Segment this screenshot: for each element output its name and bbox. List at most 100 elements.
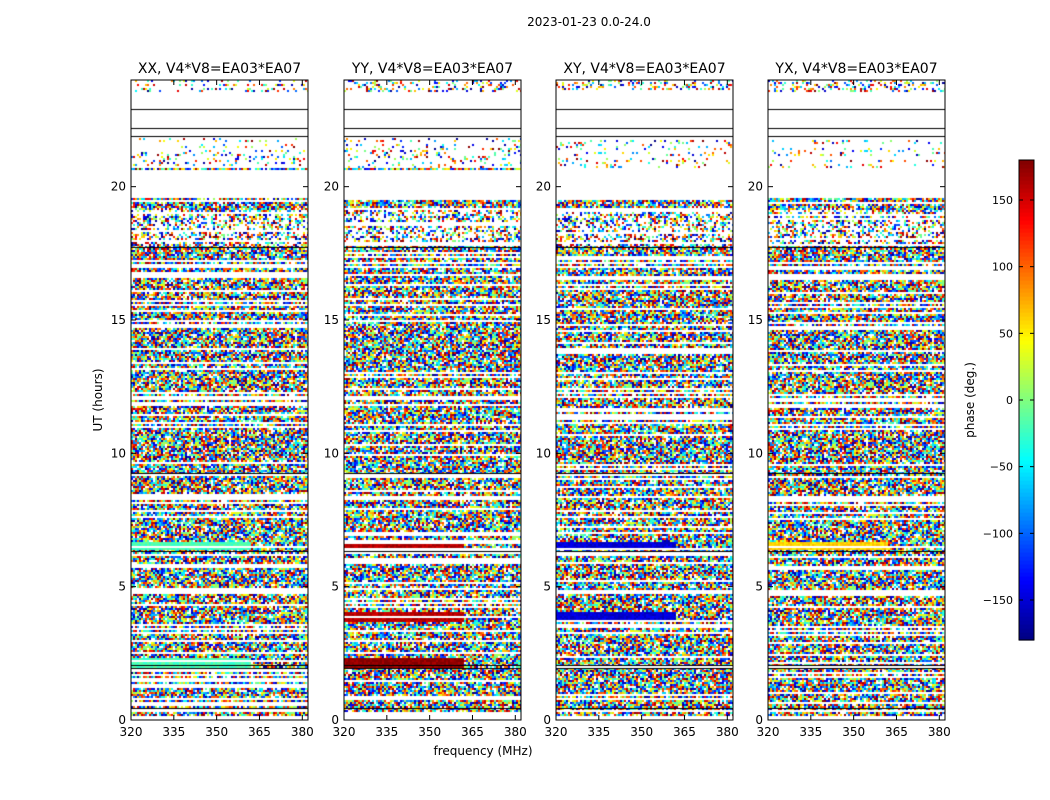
colorbar-segment xyxy=(1019,264,1034,269)
colorbar-segment xyxy=(1019,352,1034,357)
colorbar-segment xyxy=(1019,392,1034,397)
colorbar-segment xyxy=(1019,488,1034,493)
x-tick-label: 320 xyxy=(333,725,356,739)
colorbar-segment xyxy=(1019,508,1034,513)
colorbar-segment xyxy=(1019,540,1034,545)
colorbar-segment xyxy=(1019,516,1034,521)
heatmap-image xyxy=(344,80,521,720)
colorbar-segment xyxy=(1019,212,1034,217)
colorbar-segment xyxy=(1019,280,1034,285)
x-tick-label: 350 xyxy=(630,725,653,739)
colorbar-segment xyxy=(1019,460,1034,465)
panel-xx: XX, V4*V8=EA03*EA07 320 335 350 365 380 0 5 10 15… xyxy=(111,61,314,739)
axes-frame xyxy=(130,79,309,721)
y-tick-label: 20 xyxy=(111,180,126,194)
colorbar-segment xyxy=(1019,568,1034,573)
colorbar-segment xyxy=(1019,376,1034,381)
y-tick-label: 10 xyxy=(536,446,551,460)
colorbar-segment xyxy=(1019,616,1034,621)
colorbar-segment xyxy=(1019,236,1034,241)
colorbar-segment xyxy=(1019,620,1034,625)
x-tick-label: 350 xyxy=(205,725,228,739)
colorbar-segment xyxy=(1019,492,1034,497)
colorbar-segment xyxy=(1019,288,1034,293)
colorbar-segment xyxy=(1019,596,1034,601)
y-tick-label: 15 xyxy=(111,313,126,327)
colorbar-segment xyxy=(1019,220,1034,225)
colorbar-segment xyxy=(1019,448,1034,453)
y-tick-label: 5 xyxy=(331,580,339,594)
colorbar-segment xyxy=(1019,588,1034,593)
colorbar-segment xyxy=(1019,336,1034,341)
y-tick-label: 10 xyxy=(111,446,126,460)
colorbar-segment xyxy=(1019,480,1034,485)
colorbar-segment xyxy=(1019,412,1034,417)
x-tick-label: 320 xyxy=(120,725,143,739)
panel-yx: YX, V4*V8=EA03*EA07 320 335 350 365 380 0 5 10 15… xyxy=(748,61,951,739)
colorbar-tick-label: −150 xyxy=(983,594,1013,607)
colorbar-segment xyxy=(1019,548,1034,553)
y-tick-label: 10 xyxy=(324,446,339,460)
colorbar-segment xyxy=(1019,308,1034,313)
colorbar-segment xyxy=(1019,544,1034,549)
colorbar-segment xyxy=(1019,600,1034,605)
y-tick-label: 0 xyxy=(543,713,551,727)
colorbar-segment xyxy=(1019,524,1034,529)
colorbar-segment xyxy=(1019,276,1034,281)
colorbar-segment xyxy=(1019,624,1034,629)
x-tick-label: 380 xyxy=(928,725,951,739)
suptitle: 2023-01-23 0.0-24.0 xyxy=(527,15,651,29)
y-tick-label: 0 xyxy=(331,713,339,727)
y-tick-label: 15 xyxy=(536,313,551,327)
colorbar-segment xyxy=(1019,196,1034,201)
colorbar-segment xyxy=(1019,348,1034,353)
colorbar-segment xyxy=(1019,328,1034,333)
colorbar-segment xyxy=(1019,428,1034,433)
colorbar-segment xyxy=(1019,452,1034,457)
colorbar-segment xyxy=(1019,504,1034,509)
colorbar-segment xyxy=(1019,408,1034,413)
colorbar-segment xyxy=(1019,496,1034,501)
colorbar-segment xyxy=(1019,604,1034,609)
colorbar-segment xyxy=(1019,520,1034,525)
colorbar-segment xyxy=(1019,172,1034,177)
colorbar-segment xyxy=(1019,340,1034,345)
colorbar-segment xyxy=(1019,424,1034,429)
colorbar-segment xyxy=(1019,164,1034,169)
colorbar-segment xyxy=(1019,296,1034,301)
x-tick-label: 320 xyxy=(545,725,568,739)
colorbar-segment xyxy=(1019,356,1034,361)
colorbar-segment xyxy=(1019,592,1034,597)
x-tick-label: 380 xyxy=(716,725,739,739)
colorbar-segment xyxy=(1019,200,1034,205)
colorbar-segment xyxy=(1019,332,1034,337)
colorbar-segment xyxy=(1019,536,1034,541)
axes-frame xyxy=(767,79,946,721)
y-tick-label: 5 xyxy=(755,580,763,594)
colorbar-segment xyxy=(1019,388,1034,393)
colorbar-segment xyxy=(1019,532,1034,537)
colorbar-segment xyxy=(1019,400,1034,405)
colorbar-segment xyxy=(1019,552,1034,557)
colorbar-segment xyxy=(1019,216,1034,221)
colorbar-segment xyxy=(1019,556,1034,561)
colorbar-segment xyxy=(1019,304,1034,309)
colorbar-segment xyxy=(1019,192,1034,197)
colorbar-segment xyxy=(1019,608,1034,613)
colorbar-segment xyxy=(1019,416,1034,421)
y-tick-label: 20 xyxy=(536,180,551,194)
colorbar-segment xyxy=(1019,396,1034,401)
x-tick-label: 335 xyxy=(799,725,822,739)
colorbar: −150 −100 −50 0 50 100 150 xyxy=(983,159,1035,641)
y-tick-label: 5 xyxy=(543,580,551,594)
colorbar-segment xyxy=(1019,636,1034,641)
x-axis-label: frequency (MHz) xyxy=(433,744,532,758)
colorbar-segment xyxy=(1019,300,1034,305)
colorbar-segment xyxy=(1019,204,1034,209)
heatmap-image xyxy=(768,80,945,720)
heatmap-image xyxy=(131,80,308,720)
colorbar-segment xyxy=(1019,180,1034,185)
y-tick-label: 20 xyxy=(324,180,339,194)
x-tick-label: 335 xyxy=(375,725,398,739)
